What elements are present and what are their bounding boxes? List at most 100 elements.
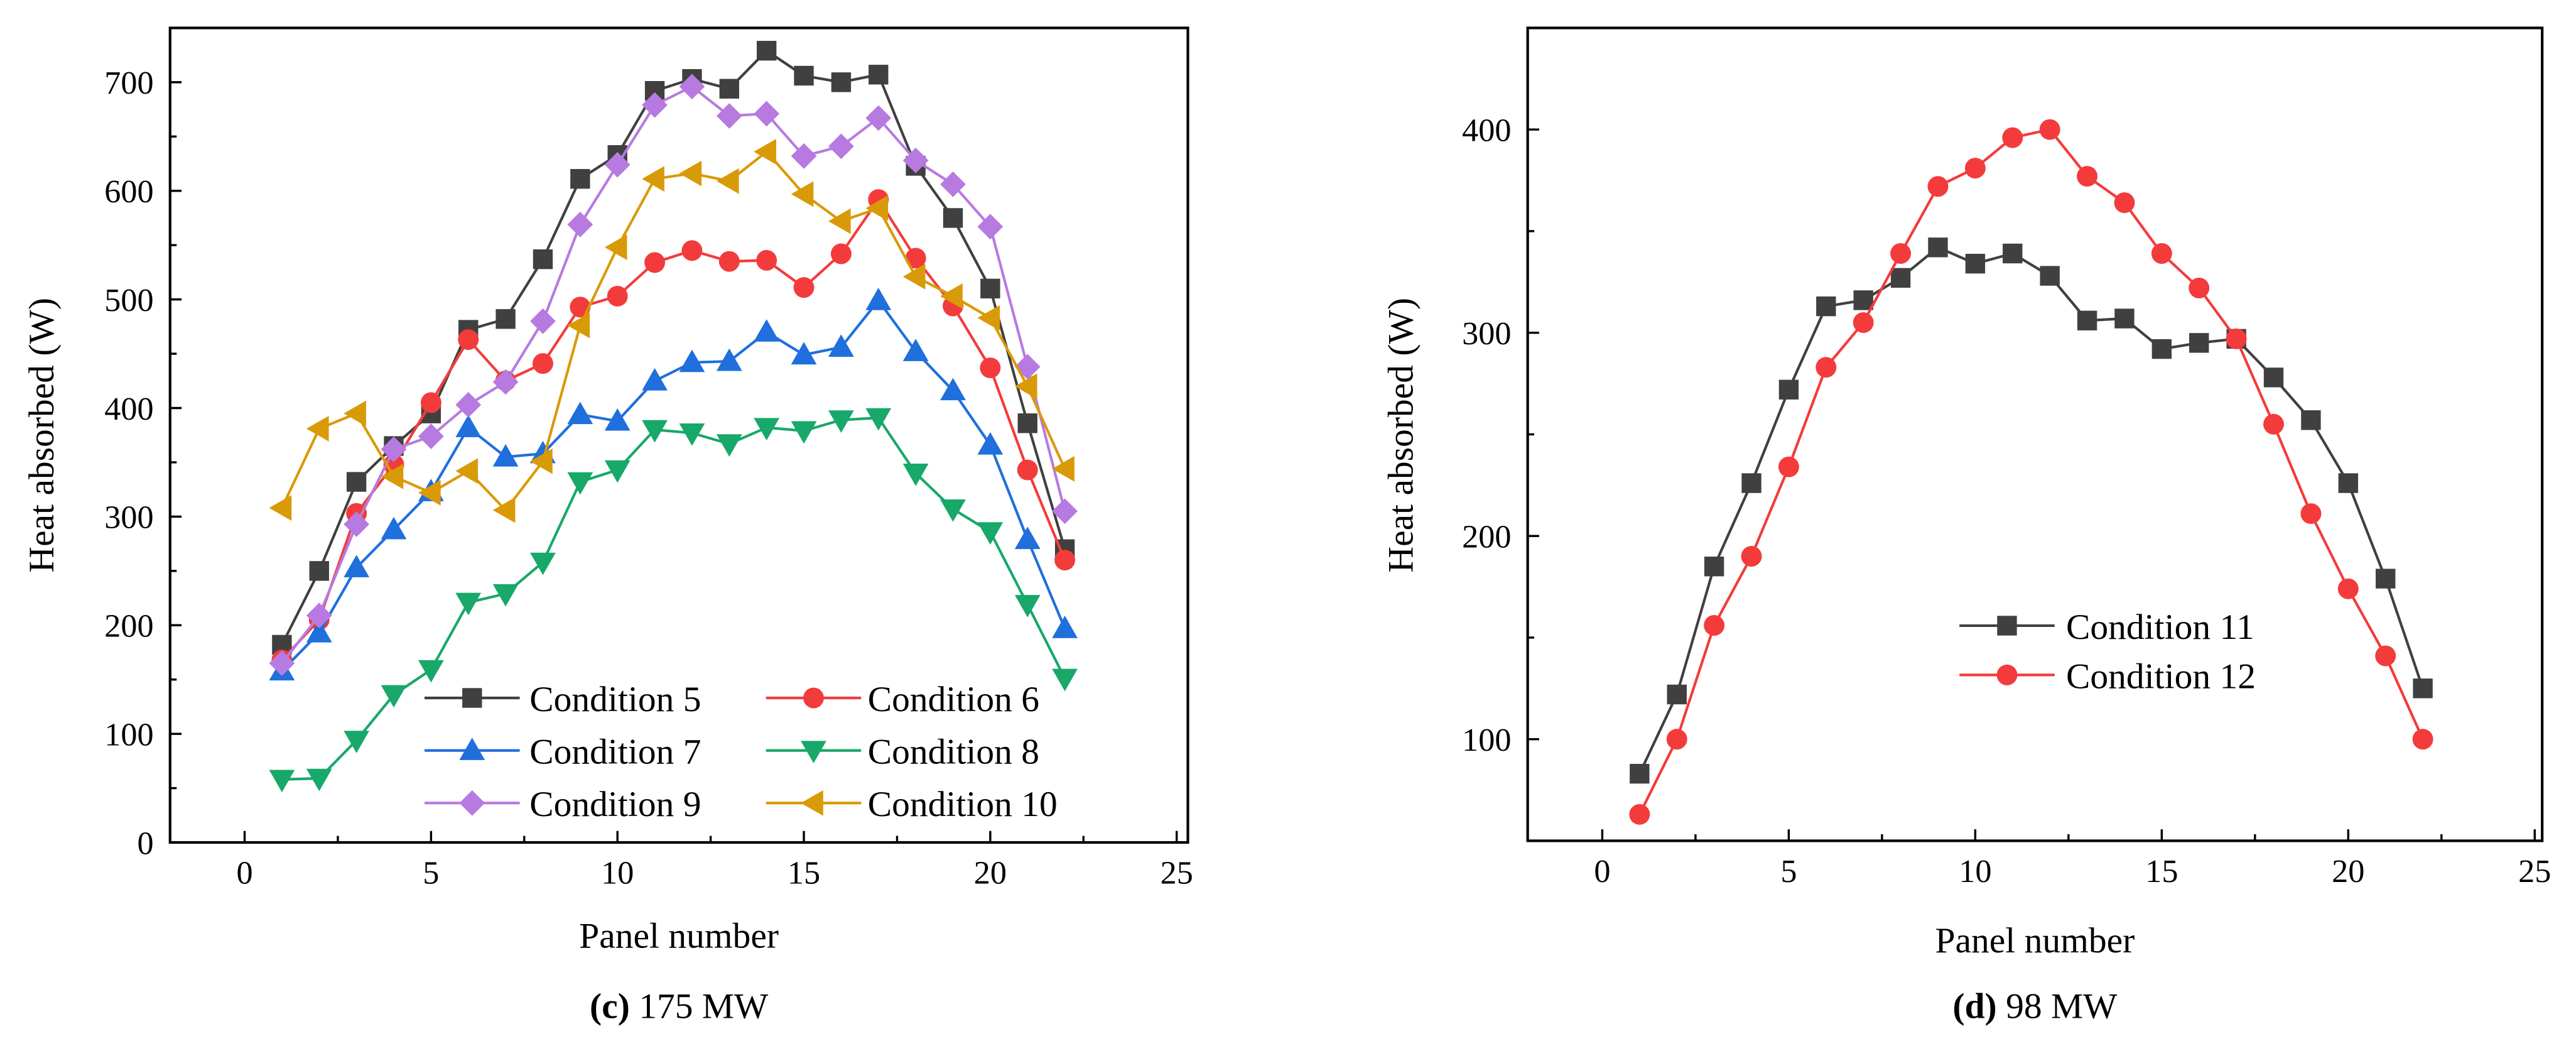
x-tick-label: 25 [2518, 853, 2551, 890]
legend-item: Condition 5 [425, 680, 701, 719]
series-condition-7 [269, 287, 1078, 681]
triangle-up-marker [455, 415, 482, 437]
y-tick-label: 300 [1462, 315, 1511, 352]
series-condition-5 [272, 41, 1075, 655]
square-marker [831, 72, 852, 92]
legend-item: Condition 11 [1959, 607, 2254, 647]
diamond-marker [716, 103, 742, 129]
square-marker [2114, 308, 2135, 329]
series-line [281, 298, 1066, 672]
square-marker [2040, 266, 2060, 286]
square-marker [1704, 557, 1724, 577]
circle-marker [1996, 664, 2018, 685]
diamond-marker [567, 211, 593, 237]
plot-frame [168, 26, 1189, 844]
triangle-up-marker [865, 287, 892, 310]
circle-marker [803, 687, 825, 709]
triangle-down-marker [1052, 668, 1078, 692]
series-condition-12 [1629, 119, 2433, 825]
triangle-up-marker [344, 555, 370, 577]
x-axis-title: Panel number [1935, 921, 2135, 961]
triangle-down-marker [381, 685, 407, 708]
square-marker [719, 79, 740, 99]
legend-label: Condition 7 [529, 732, 701, 772]
diamond-marker [492, 369, 519, 395]
legend-label: Condition 11 [2066, 607, 2254, 647]
triangle-left-marker [455, 458, 479, 484]
circle-marker [1964, 158, 1986, 179]
square-marker [2413, 678, 2433, 699]
x-tick-label: 0 [236, 854, 252, 891]
diamond-marker [459, 790, 485, 816]
y-tick-label: 300 [104, 499, 153, 536]
y-tick-label: 100 [104, 716, 153, 753]
caption-text: 98 MW [1997, 987, 2118, 1026]
triangle-left-marker [791, 181, 814, 207]
diamond-marker [679, 74, 705, 100]
legend-label: Condition 8 [868, 732, 1039, 772]
triangle-left-marker [716, 168, 739, 194]
series-line [281, 150, 1066, 513]
caption: (d) 98 MW [1952, 987, 2118, 1026]
square-marker [2338, 473, 2358, 493]
triangle-up-marker [940, 378, 966, 401]
triangle-up-marker [642, 368, 668, 391]
diamond-marker [865, 105, 892, 131]
y-tick-label: 100 [1462, 722, 1511, 758]
y-tick-label: 700 [104, 65, 153, 101]
square-marker [1630, 763, 1650, 784]
series-condition-9 [269, 74, 1078, 677]
triangle-left-marker [754, 139, 776, 165]
y-tick-label: 200 [1462, 518, 1511, 555]
circle-marker [2077, 166, 2098, 187]
circle-marker [718, 251, 740, 272]
legend-label: Condition 5 [529, 680, 701, 719]
circle-marker [644, 252, 666, 273]
triangle-down-marker [269, 770, 295, 793]
triangle-down-marker [418, 660, 444, 683]
triangle-left-marker [679, 160, 702, 187]
x-axis-title: Panel number [579, 916, 779, 956]
circle-marker [2263, 413, 2284, 435]
caption-text: 175 MW [630, 987, 769, 1026]
square-marker [943, 208, 963, 228]
circle-marker [1816, 357, 1837, 378]
circle-marker [1890, 243, 1912, 264]
triangle-up-marker [1014, 526, 1041, 549]
circle-marker [2151, 243, 2172, 264]
circle-marker [2375, 645, 2396, 667]
square-marker [309, 561, 329, 581]
x-tick-label: 10 [601, 854, 634, 891]
series-line [1638, 128, 2424, 815]
caption-letter: (c) [590, 987, 630, 1026]
triangle-left-marker [828, 208, 851, 234]
triangle-left-marker [801, 790, 823, 816]
triangle-up-marker [791, 342, 817, 365]
triangle-down-marker [828, 410, 854, 433]
x-tick-label: 15 [787, 854, 820, 891]
triangle-left-marker [306, 415, 329, 442]
triangle-left-marker [381, 464, 404, 489]
caption: (c) 175 MW [590, 987, 769, 1026]
triangle-down-marker [679, 423, 705, 446]
triangle-left-marker [1052, 455, 1074, 482]
square-marker [1853, 290, 1873, 310]
series-line [1638, 246, 2425, 775]
legend: Condition 5 Condition 6 Condition 7 Conditi… [425, 680, 1058, 824]
legend-item: Condition 7 [425, 732, 701, 772]
square-marker [869, 65, 889, 85]
series-condition-8 [269, 408, 1078, 793]
series-line [281, 49, 1066, 646]
diamond-marker [828, 133, 854, 160]
x-tick-label: 15 [2145, 853, 2178, 890]
triangle-down-marker [801, 741, 826, 764]
x-tick-label: 25 [1161, 854, 1193, 891]
triangle-left-marker [567, 312, 590, 339]
legend-item: Condition 9 [425, 785, 701, 824]
triangle-down-marker [642, 420, 668, 443]
legend-item: Condition 8 [766, 732, 1039, 772]
triangle-down-marker [604, 460, 630, 483]
square-marker [2301, 410, 2321, 430]
square-marker [1017, 413, 1037, 433]
square-marker [1667, 684, 1687, 705]
